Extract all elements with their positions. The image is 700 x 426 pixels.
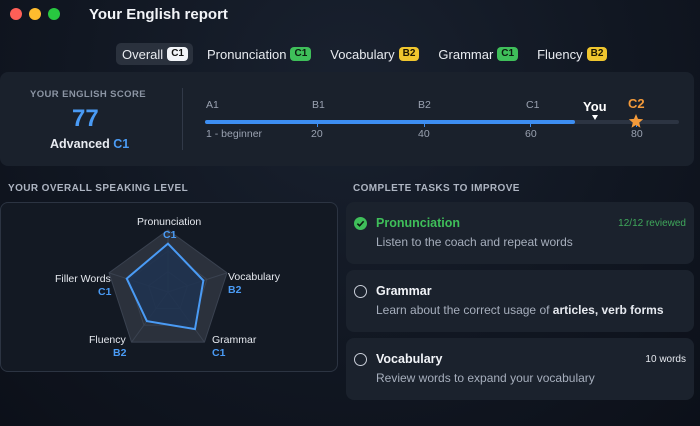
tab-label: Vocabulary: [330, 46, 395, 62]
score-progress-fill: [205, 120, 575, 124]
task-count: 10 words: [645, 354, 686, 365]
tab-pronunciation[interactable]: Pronunciation C1: [201, 43, 316, 65]
scale-level-c1: C1: [526, 99, 540, 111]
task-status: 12/12 reviewed: [618, 218, 686, 229]
score-panel: [0, 72, 694, 166]
tasks-heading: COMPLETE TASKS TO IMPROVE: [353, 183, 520, 194]
tab-label: Fluency: [537, 46, 583, 62]
tab-vocabulary[interactable]: Vocabulary B2: [324, 43, 424, 65]
tab-label: Pronunciation: [206, 46, 287, 62]
axis-level-vocabulary: B2: [228, 284, 242, 296]
task-description: Listen to the coach and repeat words: [376, 235, 573, 249]
close-window-button[interactable]: [10, 8, 22, 20]
score-progress-track: [205, 120, 679, 124]
score-heading: YOUR ENGLISH SCORE: [30, 89, 146, 100]
scale-mark-beginner: 1 - beginner: [206, 128, 263, 140]
speaking-level-heading: YOUR OVERALL SPEAKING LEVEL: [8, 183, 189, 194]
speaking-radar-chart: [108, 229, 228, 343]
score-divider: [182, 88, 183, 150]
scale-mark-20: 20: [311, 128, 323, 140]
task-title: Pronunciation: [376, 216, 461, 230]
task-pronunciation[interactable]: Pronunciation 12/12 reviewed Listen to t…: [346, 202, 694, 264]
level-badge: C1: [290, 47, 312, 61]
scale-level-b1: B1: [312, 99, 325, 111]
level-badge: B2: [586, 47, 608, 61]
tab-label: Overall: [122, 46, 164, 62]
scale-mark-40: 40: [418, 128, 430, 140]
target-level-label: C2: [628, 96, 645, 111]
level-badge: B2: [398, 47, 420, 61]
task-title: Vocabulary: [376, 352, 443, 366]
scale-mark-80: 80: [631, 128, 643, 140]
task-description: Learn about the correct usage of article…: [376, 303, 664, 317]
you-marker-label: You: [583, 99, 607, 114]
checkbox-circle-icon[interactable]: [354, 285, 367, 298]
axis-label-grammar: Grammar: [212, 334, 257, 346]
axis-level-fluency: B2: [113, 347, 127, 359]
tab-fluency[interactable]: Fluency B2: [531, 43, 612, 65]
score-level: Advanced C1: [50, 137, 129, 151]
title-bar: Your English report: [0, 0, 700, 30]
axis-label-pronunciation: Pronunciation: [137, 216, 202, 228]
task-title: Grammar: [376, 284, 432, 298]
checkmark-icon: [354, 217, 367, 230]
zoom-window-button[interactable]: [48, 8, 60, 20]
level-badge: C1: [497, 47, 519, 61]
task-vocabulary[interactable]: Vocabulary 10 words Review words to expa…: [346, 338, 694, 400]
you-marker-pointer: [592, 115, 598, 120]
task-description-highlight: articles, verb forms: [552, 303, 664, 317]
axis-level-pronunciation: C1: [163, 229, 177, 241]
score-level-text: Advanced: [50, 137, 110, 151]
scale-tick: [317, 123, 318, 127]
checkbox-circle-icon[interactable]: [354, 353, 367, 366]
scale-mark-60: 60: [525, 128, 537, 140]
tab-label: Grammar: [438, 46, 494, 62]
star-icon: [628, 114, 644, 128]
level-tabs: Overall C1 Pronunciation C1 Vocabulary B…: [116, 43, 620, 65]
window-title: Your English report: [89, 6, 228, 23]
task-grammar[interactable]: Grammar Learn about the correct usage of…: [346, 270, 694, 332]
axis-level-filler-words: C1: [98, 286, 112, 298]
axis-level-grammar: C1: [212, 347, 226, 359]
minimize-window-button[interactable]: [29, 8, 41, 20]
score-value: 77: [72, 105, 99, 132]
task-description-text: Learn about the correct usage of: [376, 303, 553, 317]
tab-overall[interactable]: Overall C1: [116, 43, 193, 65]
radar-series-area: [125, 242, 205, 331]
scale-level-b2: B2: [418, 99, 431, 111]
task-description: Review words to expand your vocabulary: [376, 371, 595, 385]
level-badge: C1: [167, 47, 188, 61]
tab-grammar[interactable]: Grammar C1: [432, 43, 523, 65]
scale-level-a1: A1: [206, 99, 219, 111]
axis-label-fluency: Fluency: [89, 334, 126, 346]
scale-tick: [530, 123, 531, 127]
score-level-code: C1: [113, 137, 130, 151]
axis-label-filler-words: Filler Words: [55, 273, 111, 285]
axis-label-vocabulary: Vocabulary: [228, 271, 280, 283]
scale-tick: [424, 123, 425, 127]
